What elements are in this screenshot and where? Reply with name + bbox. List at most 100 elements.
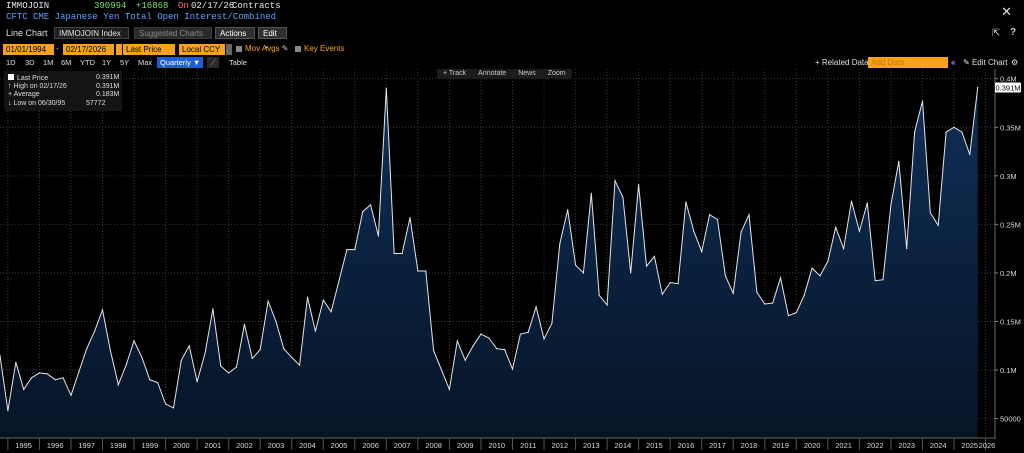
data-point: [188, 345, 190, 347]
data-point: [977, 86, 979, 88]
data-point: [945, 131, 947, 133]
suggested-charts-label: Suggested Charts: [139, 29, 204, 38]
data-point: [204, 352, 206, 355]
line-chart-icon[interactable]: ⟋: [207, 57, 219, 68]
news-button[interactable]: News: [518, 70, 536, 77]
currency-selector[interactable]: Local CCY: [179, 44, 225, 55]
legend-item-last[interactable]: Last Price: [8, 74, 48, 83]
key-events-toggle[interactable]: Key Events: [295, 44, 344, 53]
frequency-label: Quarterly: [160, 58, 191, 67]
data-point: [898, 160, 900, 162]
x-tick-label: 2020: [804, 441, 821, 450]
x-tick-label: 2016: [678, 441, 695, 450]
data-point: [117, 384, 119, 386]
legend-label: Average: [13, 91, 40, 98]
mov-avgs-label: Mov Avgs: [245, 44, 280, 53]
data-point: [299, 364, 301, 366]
chart-tools: + Track Annotate News Zoom: [437, 69, 572, 79]
x-tick-label: 2007: [394, 441, 411, 450]
period-1m[interactable]: 1M: [43, 58, 54, 67]
data-point: [30, 377, 33, 379]
data-point: [906, 248, 908, 250]
data-point: [275, 320, 277, 323]
field-selector[interactable]: Last Price: [123, 44, 175, 55]
data-point: [7, 410, 9, 412]
data-point: [133, 340, 135, 342]
zoom-button[interactable]: Zoom: [547, 70, 566, 77]
x-tick-label: 1995: [15, 441, 32, 450]
legend-label: High on 02/17/26: [13, 83, 67, 90]
x-tick-label: 1999: [141, 441, 158, 450]
period-1d[interactable]: 1D: [6, 58, 16, 67]
data-point: [314, 330, 316, 332]
data-point: [141, 356, 143, 358]
related-data-button[interactable]: + Related Data: [815, 58, 869, 67]
calendar-icon[interactable]: [116, 44, 122, 55]
track-button[interactable]: + Track: [443, 70, 467, 77]
data-point: [937, 224, 939, 226]
data-point: [858, 230, 861, 232]
data-point: [669, 282, 671, 284]
period-5y[interactable]: 5Y: [120, 58, 130, 67]
popout-icon[interactable]: ⇱: [992, 28, 1001, 39]
key-events-label: Key Events: [304, 44, 345, 53]
mov-avgs-toggle[interactable]: Mov Avgs ✎: [236, 44, 288, 53]
data-point: [78, 371, 80, 373]
ticker-bar: IMMOJOIN 390994 +16868 On 02/17/26 Contr…: [0, 0, 1024, 12]
period-max[interactable]: Max: [138, 58, 153, 67]
data-point: [929, 212, 931, 214]
start-date-field[interactable]: 01/01/1994: [3, 44, 54, 55]
on-label: On: [178, 1, 189, 11]
period-1y[interactable]: 1Y: [102, 58, 112, 67]
data-point: [243, 323, 245, 325]
x-tick-label: 2011: [520, 441, 536, 450]
data-point: [38, 372, 41, 374]
help-icon[interactable]: ?: [1010, 27, 1017, 38]
y-tick-label: 0.25M: [1000, 220, 1021, 229]
chart-type-label: Line Chart: [6, 28, 48, 38]
edit-label: Edit: [263, 29, 277, 38]
range-bar: 01/01/1994 - 02/17/2026 Last Price Local…: [0, 44, 1024, 56]
legend-label: Last Price: [17, 75, 49, 82]
data-point: [732, 292, 734, 294]
data-point: [882, 279, 884, 281]
x-tick-label: 2021: [835, 441, 852, 450]
end-date-field[interactable]: 02/17/2026: [63, 44, 114, 55]
frequency-selector[interactable]: Quarterly ▼: [157, 57, 204, 68]
data-point: [961, 131, 963, 133]
data-point: [567, 209, 569, 211]
checkbox-icon: [236, 45, 242, 52]
security-field[interactable]: IMMOJOIN Index: [54, 27, 129, 39]
close-icon[interactable]: ✕: [1001, 4, 1012, 19]
data-point: [661, 293, 663, 295]
data-point: [811, 267, 813, 269]
period-6m[interactable]: 6M: [61, 58, 72, 67]
edit-chart-button[interactable]: ✎ Edit Chart: [963, 57, 1008, 68]
data-point: [46, 373, 48, 375]
pencil-icon[interactable]: ✎: [281, 44, 289, 53]
add-data-field[interactable]: Add Data: [868, 57, 948, 68]
x-tick-label: 2006: [362, 441, 379, 450]
period-bar: 1D 3D 1M 6M YTD 1Y 5Y Max Quarterly ▼ ⟋ …: [0, 57, 1024, 69]
legend-value: 0.183M: [96, 91, 120, 98]
data-point: [157, 382, 159, 384]
x-tick-label: 2024: [930, 441, 947, 450]
data-point: [267, 300, 269, 302]
change-value: +16868: [136, 1, 169, 11]
data-point: [251, 357, 253, 359]
currency-dropdown-icon[interactable]: [226, 44, 232, 55]
legend-item-high: ↑ High on 02/17/26: [8, 83, 67, 90]
quote-date: 02/17/26: [191, 1, 235, 11]
period-ytd[interactable]: YTD: [80, 58, 95, 67]
collapse-icon[interactable]: «: [951, 58, 956, 67]
data-point: [827, 260, 829, 262]
table-button[interactable]: Table: [229, 58, 247, 67]
period-3d[interactable]: 3D: [25, 58, 35, 67]
data-point: [709, 214, 711, 216]
annotate-button[interactable]: Annotate: [478, 70, 507, 77]
gear-icon[interactable]: ⚙: [1011, 58, 1019, 67]
x-tick-label: 2013: [583, 441, 600, 450]
data-point: [701, 251, 703, 253]
edit-menu[interactable]: Edit ⌄: [258, 27, 287, 50]
